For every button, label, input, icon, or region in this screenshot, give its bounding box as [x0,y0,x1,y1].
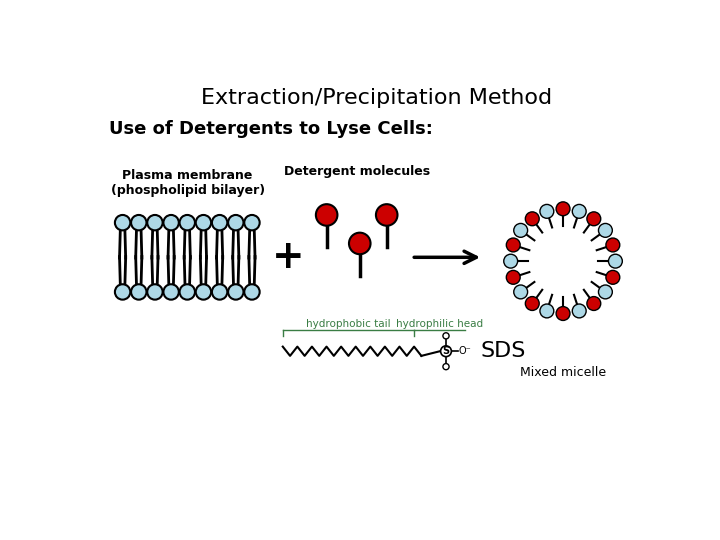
Circle shape [376,204,397,226]
Circle shape [556,307,570,320]
Circle shape [131,284,146,300]
Circle shape [606,238,620,252]
Circle shape [148,284,163,300]
Text: Use of Detergents to Lyse Cells:: Use of Detergents to Lyse Cells: [109,120,433,138]
Circle shape [115,215,130,231]
Circle shape [526,212,539,226]
Circle shape [556,202,570,215]
Circle shape [572,205,586,218]
Circle shape [598,224,612,237]
Circle shape [163,284,179,300]
Circle shape [540,304,554,318]
Text: SDS: SDS [481,341,526,361]
Circle shape [608,254,622,268]
Circle shape [196,215,211,231]
Text: O⁻: O⁻ [459,346,471,356]
Circle shape [196,284,211,300]
Circle shape [244,284,260,300]
Circle shape [228,284,243,300]
Circle shape [443,333,449,339]
Circle shape [504,254,518,268]
Circle shape [115,284,130,300]
Text: Detergent molecules: Detergent molecules [284,165,431,178]
Circle shape [349,233,371,254]
Circle shape [244,215,260,231]
Text: +: + [272,238,305,276]
Circle shape [506,271,520,284]
Circle shape [163,215,179,231]
Circle shape [228,215,243,231]
Text: Plasma membrane
(phospholipid bilayer): Plasma membrane (phospholipid bilayer) [111,169,265,197]
Text: S: S [442,346,449,356]
Circle shape [587,296,600,310]
Text: Extraction/Precipitation Method: Extraction/Precipitation Method [201,88,552,108]
Circle shape [148,215,163,231]
Circle shape [131,215,146,231]
Circle shape [514,224,528,237]
Circle shape [441,346,451,356]
Circle shape [598,285,612,299]
Circle shape [514,285,528,299]
Circle shape [179,215,195,231]
Circle shape [179,284,195,300]
Circle shape [540,205,554,218]
Text: Mixed micelle: Mixed micelle [520,366,606,379]
Circle shape [506,238,520,252]
Circle shape [316,204,338,226]
Text: hydrophilic head: hydrophilic head [396,319,483,329]
Circle shape [526,296,539,310]
Circle shape [606,271,620,284]
Circle shape [212,284,228,300]
Circle shape [443,363,449,370]
Circle shape [572,304,586,318]
Circle shape [587,212,600,226]
Circle shape [212,215,228,231]
Text: hydrophobic tail: hydrophobic tail [306,319,390,329]
